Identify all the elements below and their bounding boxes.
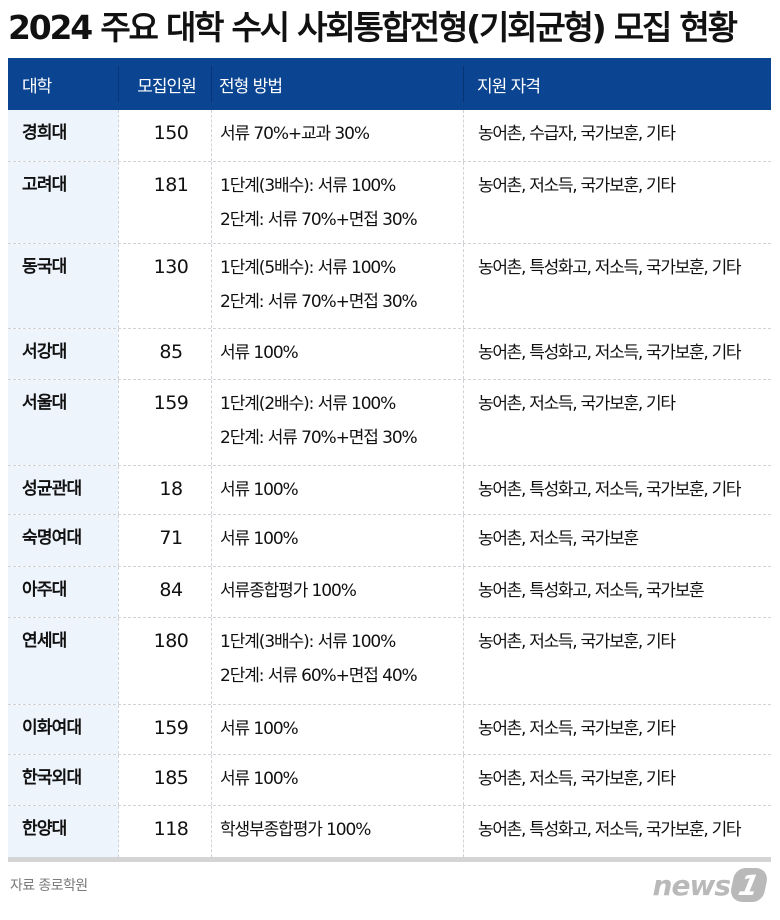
method-cell: 서류 100% (211, 466, 463, 514)
eligibility-cell: 농어촌, 저소득, 국가보훈, 기타 (463, 705, 771, 754)
university-cell: 한국외대 (8, 755, 118, 805)
column-header-count: 모집인원 (118, 58, 211, 110)
method-cell: 학생부종합평가 100% (211, 806, 463, 857)
count-cell: 85 (118, 329, 211, 379)
method-cell: 서류 100% (211, 329, 463, 379)
method-line: 1단계(3배수): 서류 100% (220, 632, 396, 652)
eligibility-cell: 농어촌, 저소득, 국가보훈, 기타 (463, 380, 771, 465)
count-cell: 18 (118, 466, 211, 514)
table-row: 성균관대 18 서류 100% 농어촌, 특성화고, 저소득, 국가보훈, 기타 (8, 466, 771, 515)
university-cell: 성균관대 (8, 466, 118, 514)
method-line: 1단계(2배수): 서류 100% (220, 394, 396, 414)
table-row: 연세대 180 1단계(3배수): 서류 100% 2단계: 서류 60%+면접… (8, 618, 771, 705)
news1-logo: news 1 (652, 868, 770, 902)
university-cell: 서울대 (8, 380, 118, 465)
eligibility-cell: 농어촌, 수급자, 국가보훈, 기타 (463, 110, 771, 161)
university-cell: 고려대 (8, 162, 118, 243)
method-cell: 1단계(3배수): 서류 100% 2단계: 서류 60%+면접 40% (211, 618, 463, 704)
table-row: 숙명여대 71 서류 100% 농어촌, 저소득, 국가보훈 (8, 515, 771, 567)
count-cell: 180 (118, 618, 211, 704)
method-line: 서류종합평가 100% (220, 581, 357, 601)
method-cell: 1단계(2배수): 서류 100% 2단계: 서류 70%+면접 30% (211, 380, 463, 465)
count-cell: 159 (118, 380, 211, 465)
column-header-eligibility: 지원 자격 (463, 58, 771, 110)
method-cell: 서류 100% (211, 705, 463, 754)
method-line: 1단계(3배수): 서류 100% (220, 176, 396, 196)
count-cell: 118 (118, 806, 211, 857)
eligibility-cell: 농어촌, 저소득, 국가보훈, 기타 (463, 755, 771, 805)
count-cell: 159 (118, 705, 211, 754)
university-cell: 아주대 (8, 567, 118, 617)
count-cell: 150 (118, 110, 211, 161)
count-cell: 71 (118, 515, 211, 566)
method-line: 1단계(5배수): 서류 100% (220, 258, 396, 278)
method-line: 서류 100% (220, 529, 299, 549)
table-row: 한양대 118 학생부종합평가 100% 농어촌, 특성화고, 저소득, 국가보… (8, 806, 771, 862)
eligibility-cell: 농어촌, 저소득, 국가보훈, 기타 (463, 162, 771, 243)
method-line: 서류 100% (220, 719, 299, 739)
logo-wordmark: news (652, 868, 731, 902)
table-row: 고려대 181 1단계(3배수): 서류 100% 2단계: 서류 70%+면접… (8, 162, 771, 244)
table-row: 서울대 159 1단계(2배수): 서류 100% 2단계: 서류 70%+면접… (8, 380, 771, 466)
method-line: 2단계: 서류 60%+면접 40% (220, 666, 418, 686)
method-cell: 서류 100% (211, 755, 463, 805)
table-row: 경희대 150 서류 70%+교과 30% 농어촌, 수급자, 국가보훈, 기타 (8, 110, 771, 162)
method-line: 서류 100% (220, 343, 299, 363)
method-line: 서류 100% (220, 480, 299, 500)
table-row: 한국외대 185 서류 100% 농어촌, 저소득, 국가보훈, 기타 (8, 755, 771, 806)
admissions-table: 대학 모집인원 전형 방법 지원 자격 경희대 150 서류 70%+교과 30… (8, 58, 771, 862)
university-cell: 연세대 (8, 618, 118, 704)
method-cell: 1단계(3배수): 서류 100% 2단계: 서류 70%+면접 30% (211, 162, 463, 243)
method-line: 2단계: 서류 70%+면접 30% (220, 292, 418, 312)
page-title: 2024 주요 대학 수시 사회통합전형(기회균형) 모집 현황 (8, 8, 738, 47)
count-cell: 84 (118, 567, 211, 617)
count-cell: 130 (118, 244, 211, 328)
method-cell: 서류 70%+교과 30% (211, 110, 463, 161)
method-line: 2단계: 서류 70%+면접 30% (220, 428, 418, 448)
eligibility-cell: 농어촌, 특성화고, 저소득, 국가보훈, 기타 (463, 329, 771, 379)
eligibility-cell: 농어촌, 특성화고, 저소득, 국가보훈 (463, 567, 771, 617)
university-cell: 경희대 (8, 110, 118, 161)
method-line: 서류 70%+교과 30% (220, 124, 370, 144)
method-cell: 서류 100% (211, 515, 463, 566)
eligibility-cell: 농어촌, 특성화고, 저소득, 국가보훈, 기타 (463, 806, 771, 857)
column-header-method: 전형 방법 (211, 58, 463, 110)
method-cell: 1단계(5배수): 서류 100% 2단계: 서류 70%+면접 30% (211, 244, 463, 328)
university-cell: 서강대 (8, 329, 118, 379)
eligibility-cell: 농어촌, 저소득, 국가보훈 (463, 515, 771, 566)
source-caption: 자료 종로학원 (10, 878, 88, 894)
university-cell: 한양대 (8, 806, 118, 857)
table-row: 동국대 130 1단계(5배수): 서류 100% 2단계: 서류 70%+면접… (8, 244, 771, 329)
table-body: 경희대 150 서류 70%+교과 30% 농어촌, 수급자, 국가보훈, 기타… (8, 110, 771, 862)
university-cell: 숙명여대 (8, 515, 118, 566)
method-cell: 서류종합평가 100% (211, 567, 463, 617)
column-header-university: 대학 (22, 76, 52, 97)
table-header: 대학 모집인원 전형 방법 지원 자격 (8, 58, 771, 110)
eligibility-cell: 농어촌, 저소득, 국가보훈, 기타 (463, 618, 771, 704)
count-cell: 181 (118, 162, 211, 243)
eligibility-cell: 농어촌, 특성화고, 저소득, 국가보훈, 기타 (463, 244, 771, 328)
method-line: 서류 100% (220, 769, 299, 789)
table-row: 서강대 85 서류 100% 농어촌, 특성화고, 저소득, 국가보훈, 기타 (8, 329, 771, 380)
method-line: 2단계: 서류 70%+면접 30% (220, 210, 418, 230)
table-row: 아주대 84 서류종합평가 100% 농어촌, 특성화고, 저소득, 국가보훈 (8, 567, 771, 618)
count-cell: 185 (118, 755, 211, 805)
eligibility-cell: 농어촌, 특성화고, 저소득, 국가보훈, 기타 (463, 466, 771, 514)
logo-badge-icon: 1 (728, 868, 770, 902)
table-row: 이화여대 159 서류 100% 농어촌, 저소득, 국가보훈, 기타 (8, 705, 771, 755)
university-cell: 이화여대 (8, 705, 118, 754)
university-cell: 동국대 (8, 244, 118, 328)
method-line: 학생부종합평가 100% (220, 820, 371, 840)
